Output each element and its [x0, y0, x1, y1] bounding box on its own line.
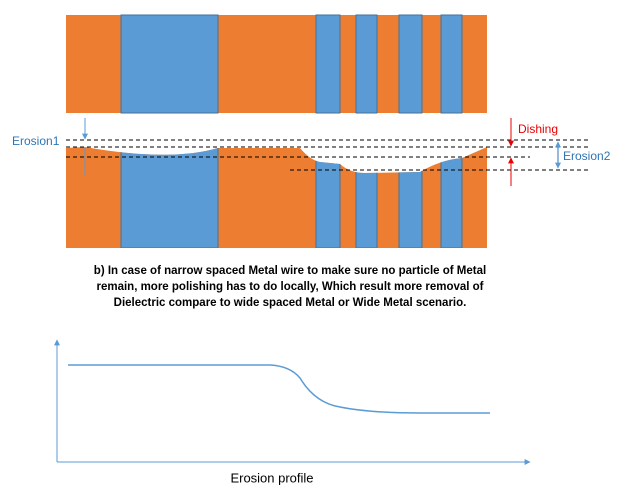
caption-line: b) In case of narrow spaced Metal wire t…	[94, 265, 486, 277]
erosion2-label: Erosion2	[563, 149, 611, 163]
caption-line: Dielectric compare to wide spaced Metal …	[114, 297, 467, 309]
erosion1-label: Erosion1	[12, 134, 60, 148]
wafer-before	[66, 14, 487, 114]
reference-lines	[66, 139, 590, 171]
graph-label: Erosion profile	[230, 470, 313, 485]
erosion-graph	[54, 339, 531, 465]
dishing-label: Dishing	[518, 122, 558, 136]
wafer-after	[66, 147, 487, 248]
caption-line: remain, more polishing has to do locally…	[96, 281, 483, 293]
